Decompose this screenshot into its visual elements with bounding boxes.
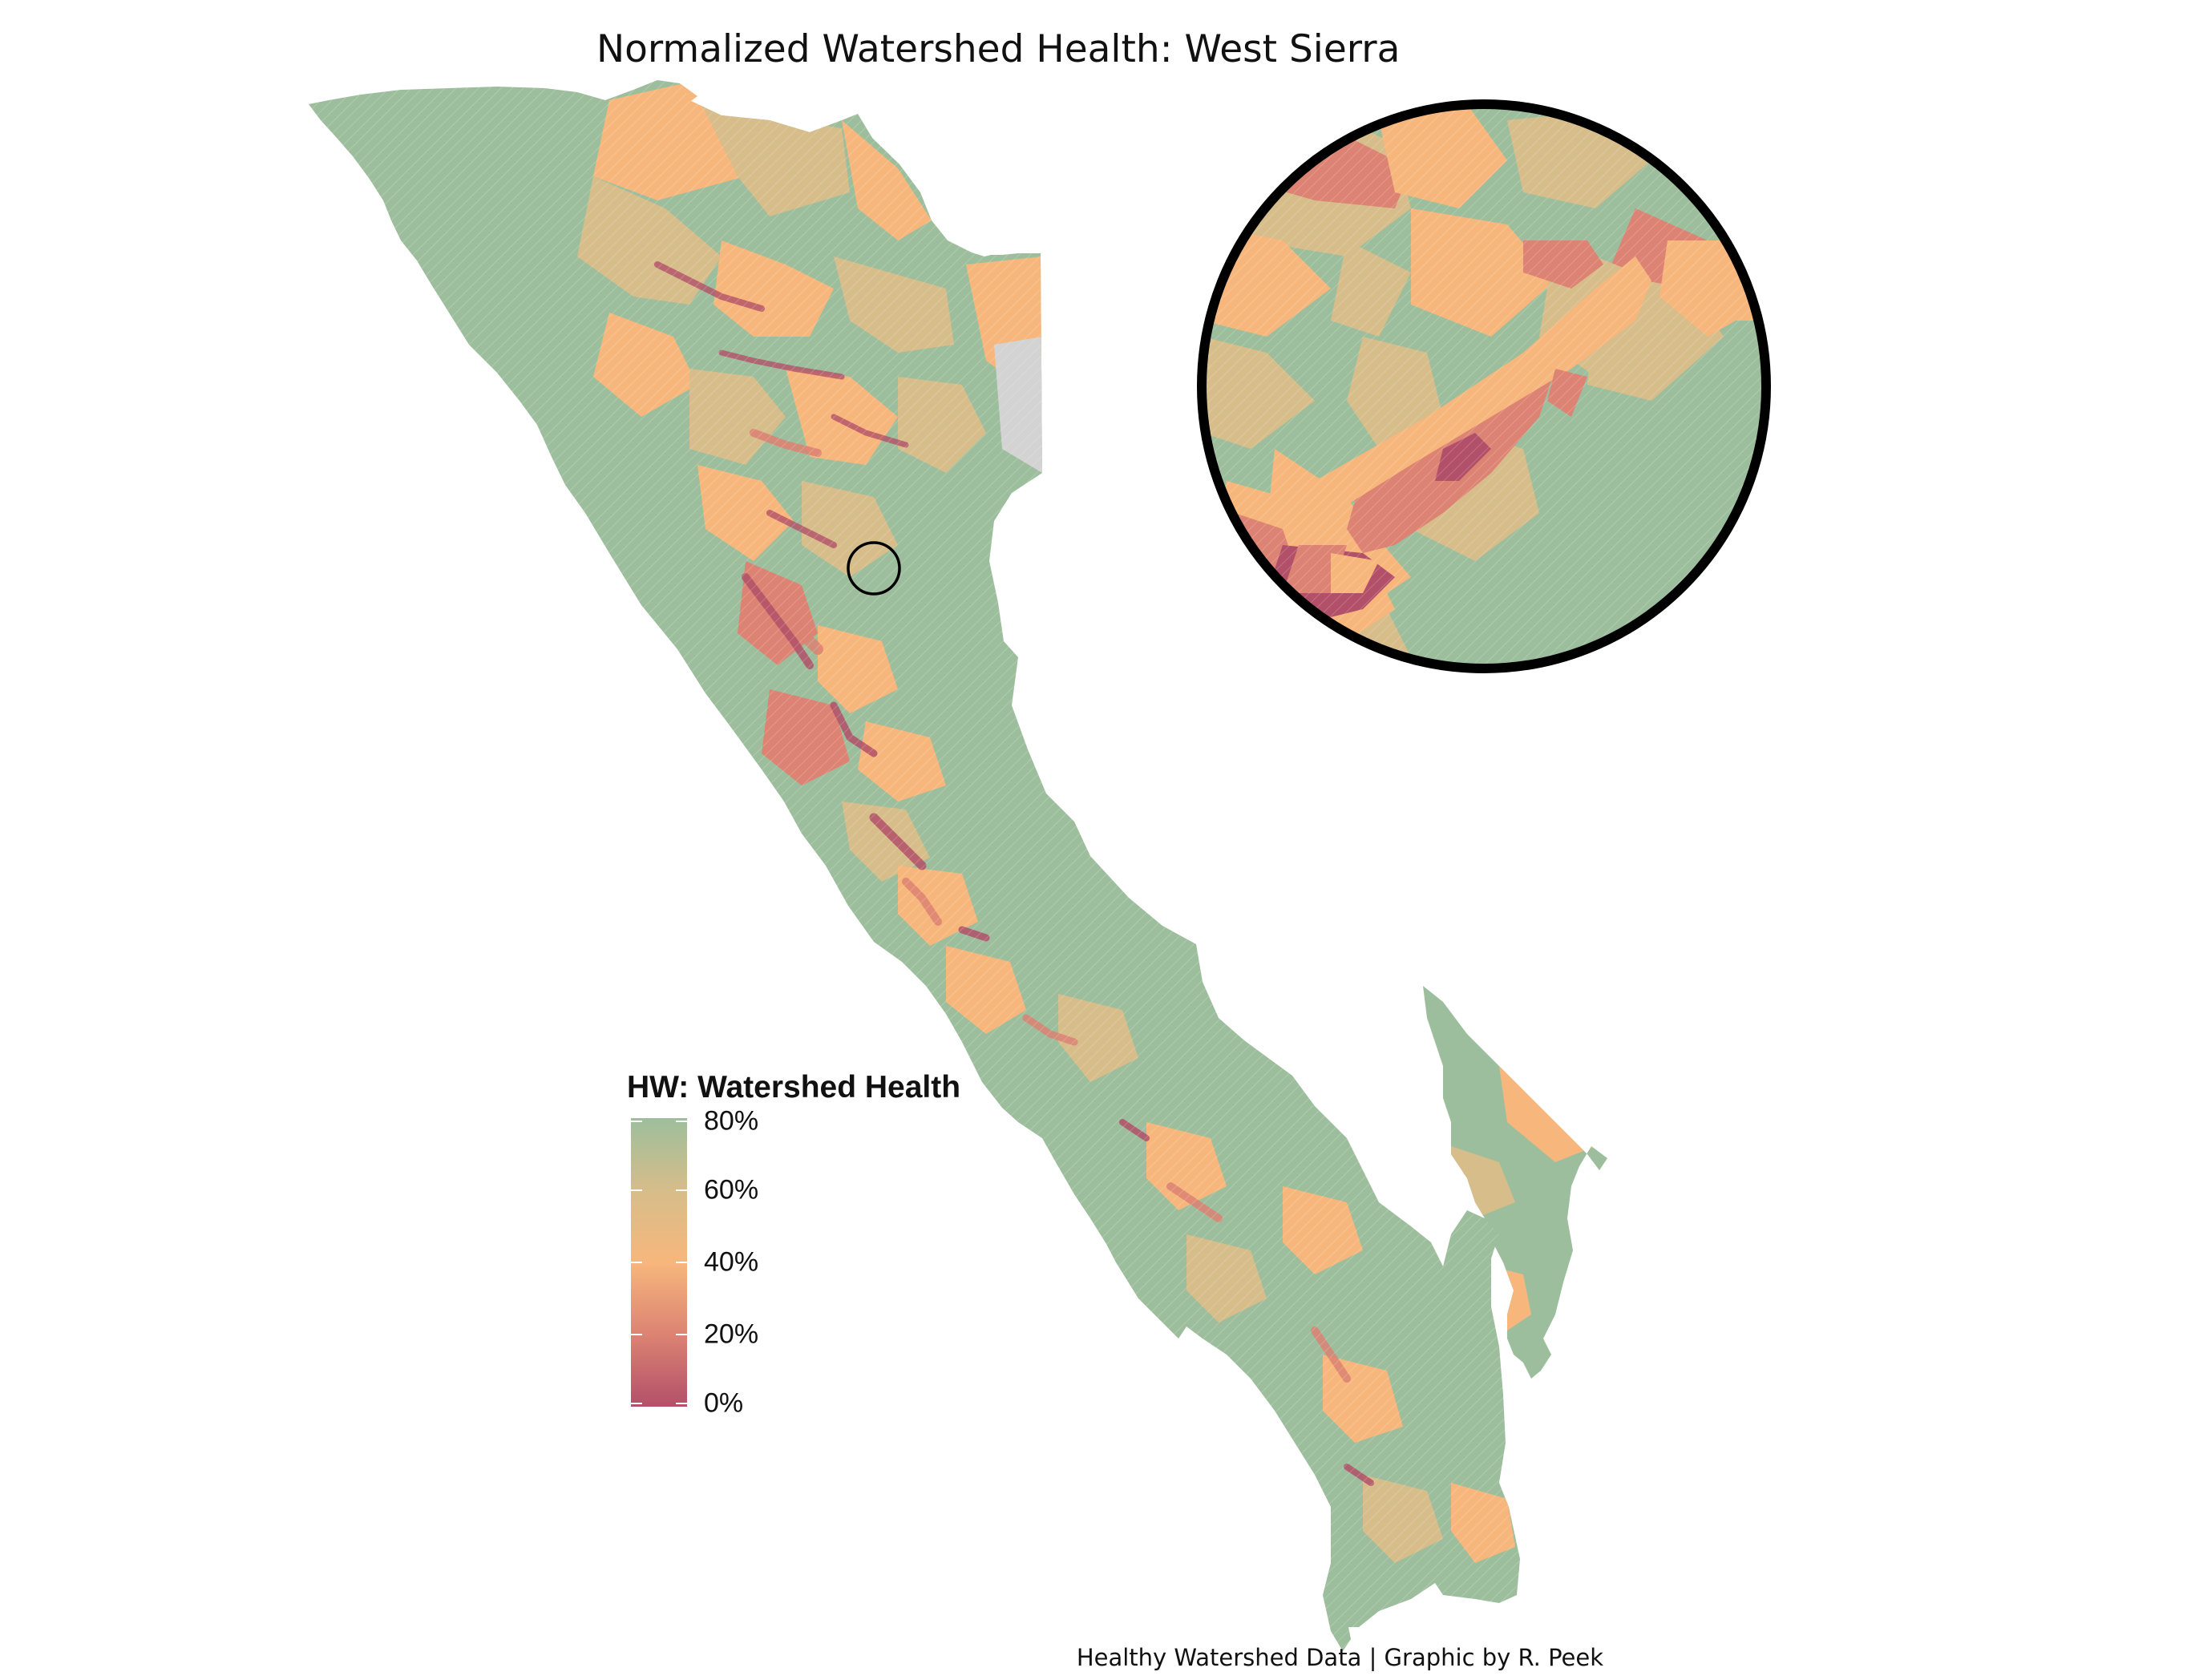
legend-colorbar — [631, 1118, 687, 1407]
legend-label: 40% — [704, 1246, 759, 1278]
legend-label: 80% — [704, 1105, 759, 1137]
legend-label: 60% — [704, 1174, 759, 1205]
inset-border — [1197, 99, 1771, 673]
zoom-inset — [1197, 99, 1771, 673]
legend-ticks — [631, 1121, 687, 1404]
legend: HW: Watershed Health 80% 60% 40% 20% 0% — [627, 1070, 980, 1423]
legend-title: HW: Watershed Health — [627, 1070, 961, 1105]
map-caption: Healthy Watershed Data | Graphic by R. P… — [1076, 1644, 1603, 1671]
legend-label: 20% — [704, 1319, 759, 1350]
zoom-locator-circle — [847, 541, 901, 596]
map-title: Normalized Watershed Health: West Sierra — [596, 27, 1401, 71]
legend-label: 0% — [704, 1387, 744, 1419]
